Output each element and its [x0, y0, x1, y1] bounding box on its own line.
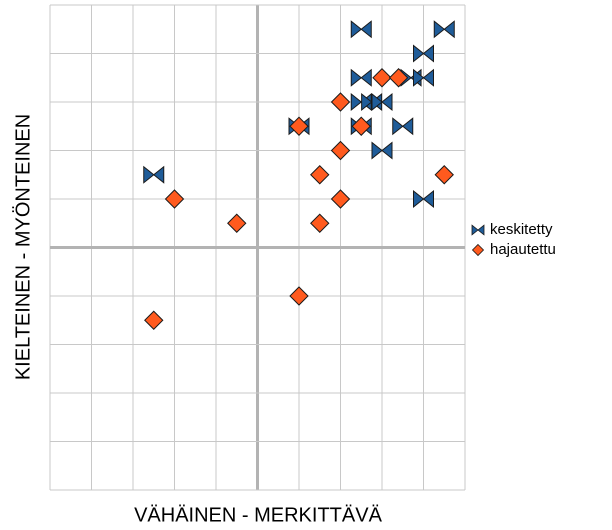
legend-marker	[471, 224, 485, 236]
point	[143, 165, 165, 184]
point	[330, 189, 351, 209]
point	[289, 116, 309, 136]
point	[227, 213, 247, 233]
point	[413, 68, 434, 87]
point	[413, 189, 434, 209]
point	[310, 213, 330, 233]
point	[164, 189, 185, 209]
point	[330, 92, 351, 112]
point	[144, 310, 164, 330]
point	[350, 20, 372, 39]
point	[350, 68, 372, 87]
point	[330, 140, 351, 161]
y-axis-title: KIELTEINEN - MYÖNTEINEN	[12, 114, 34, 380]
point	[310, 165, 330, 185]
point	[413, 44, 434, 63]
legend-marker	[471, 243, 485, 257]
point	[434, 165, 454, 185]
point	[433, 20, 455, 39]
point	[351, 116, 371, 136]
point	[371, 92, 393, 112]
point	[289, 286, 309, 306]
point	[388, 68, 409, 88]
point	[392, 117, 414, 136]
legend-label: hajautettu	[490, 241, 556, 258]
point	[371, 141, 393, 160]
point	[372, 68, 392, 88]
legend-label: keskitetty	[490, 221, 553, 238]
x-axis-title: VÄHÄINEN - MERKITTÄVÄ	[134, 504, 382, 526]
